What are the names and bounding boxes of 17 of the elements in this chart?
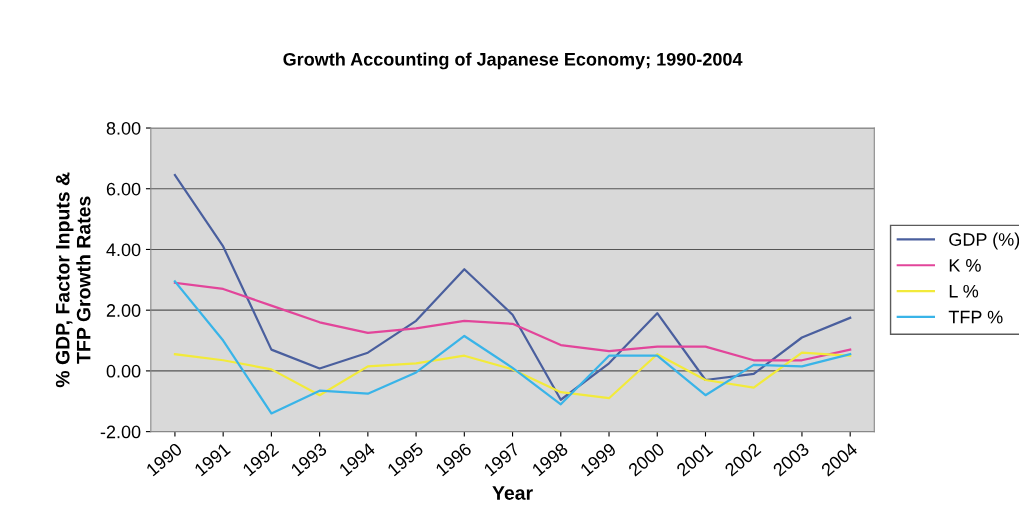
y-axis-title: % GDP, Factor Inputs & TFP Growth Rates <box>55 172 91 388</box>
x-axis-title: Year <box>492 486 533 500</box>
y-tick-label: 0.00 <box>106 364 141 378</box>
y-tick-label: 8.00 <box>106 121 141 135</box>
legend-label: GDP (%) <box>949 232 1019 250</box>
line-series <box>173 351 852 400</box>
y-tick-label: 2.00 <box>106 304 141 317</box>
legend-label: TFP % <box>948 310 1003 324</box>
legend-label: K % <box>949 259 981 272</box>
y-tick-label: 6.00 <box>106 182 141 196</box>
line-series <box>173 281 852 362</box>
y-tick-label: 4.00 <box>106 243 141 257</box>
chart-title: Growth Accounting of Japanese Economy; 1990-2004 <box>283 52 743 70</box>
y-tick-label: -2.00 <box>100 425 141 439</box>
line-series <box>173 173 852 401</box>
line-series <box>173 280 852 415</box>
legend-label: L % <box>949 284 979 298</box>
